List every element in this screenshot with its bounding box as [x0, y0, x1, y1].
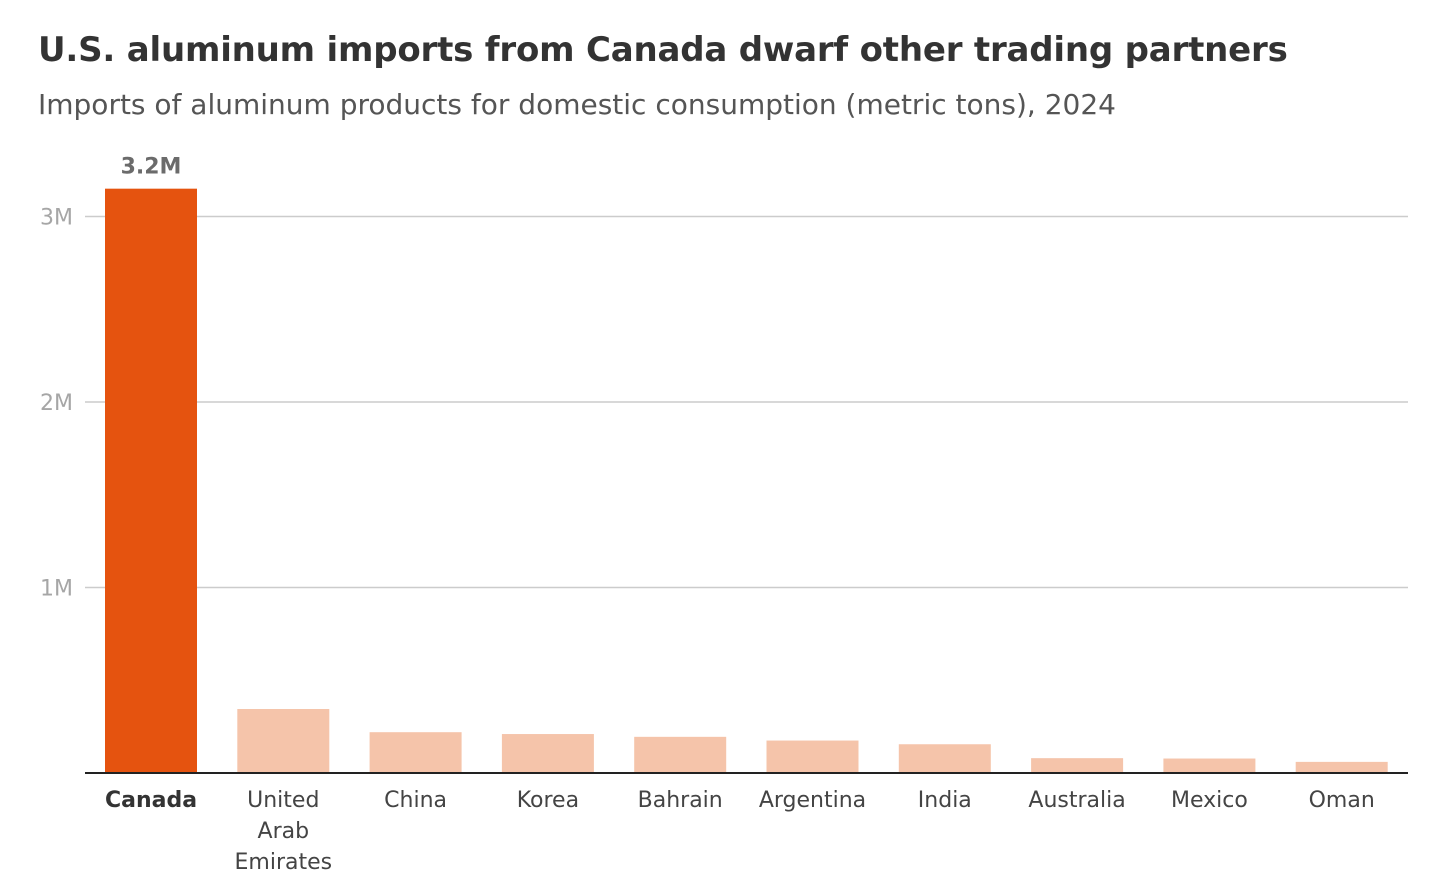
data-label: 3.2M [121, 155, 182, 180]
x-category-label: United Arab Emirates [235, 788, 333, 875]
bar [898, 744, 991, 773]
bar [1295, 761, 1388, 773]
bar [1031, 758, 1124, 773]
x-category-label-line: Arab [258, 819, 310, 844]
bar [369, 732, 462, 773]
bar [105, 188, 197, 774]
x-category-label-line: China [384, 788, 447, 813]
x-category-label: Mexico [1171, 788, 1248, 813]
x-category-label: China [384, 788, 447, 813]
x-category-label-line: United [247, 788, 319, 813]
gridlines [85, 215, 1408, 589]
bar [501, 734, 594, 773]
y-tick-label: 1M [40, 577, 73, 602]
bar [634, 736, 727, 773]
x-category-label-line: Bahrain [638, 788, 723, 813]
bars [105, 188, 1388, 774]
x-category-label: Canada [105, 788, 197, 813]
bar [1163, 758, 1256, 773]
y-axis-ticks: 1M 2M 3M [40, 206, 73, 602]
y-tick-label: 3M [40, 206, 73, 231]
x-category-label: Oman [1309, 788, 1375, 813]
x-category-label: Argentina [759, 788, 866, 813]
x-category-label-line: Australia [1028, 788, 1125, 813]
chart-title: U.S. aluminum imports from Canada dwarf … [38, 30, 1288, 70]
x-category-label: Australia [1028, 788, 1125, 813]
x-category-label: Bahrain [638, 788, 723, 813]
x-category-label-line: Oman [1309, 788, 1375, 813]
x-axis-categories: Canada United Arab Emirates China Korea Bahrai… [105, 788, 1375, 875]
x-category-label-line: Emirates [235, 850, 333, 875]
x-category-label-line: Argentina [759, 788, 866, 813]
bar [237, 709, 330, 773]
x-category-label-line: India [918, 788, 972, 813]
y-tick-label: 2M [40, 391, 73, 416]
x-category-label-line: Mexico [1171, 788, 1248, 813]
bar [766, 740, 859, 773]
x-category-label-line: Korea [517, 788, 579, 813]
chart-subtitle: Imports of aluminum products for domesti… [38, 88, 1116, 121]
x-category-label: India [918, 788, 972, 813]
data-labels: 3.2M [121, 155, 182, 180]
x-category-label: Korea [517, 788, 579, 813]
x-category-label-line: Canada [105, 788, 197, 813]
